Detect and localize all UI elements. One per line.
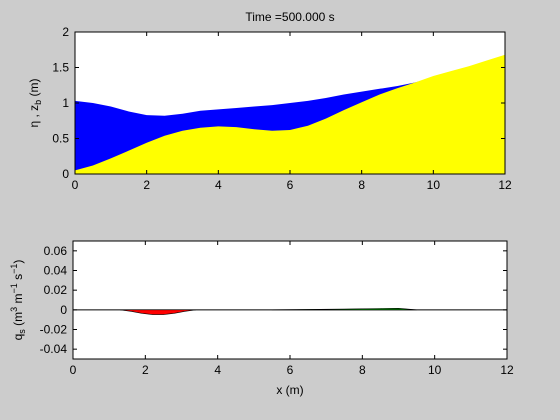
chart-title: Time =500.000 s: [245, 10, 334, 24]
bot-xtick-label: 0: [70, 363, 77, 377]
top-xtick-label: 2: [143, 178, 150, 192]
top-ytick-label: 0: [62, 167, 69, 181]
bot-xtick-label: 4: [214, 363, 221, 377]
bot-ytick-label: 0.02: [44, 283, 68, 297]
top-y-axis-label: η , zb (m): [27, 78, 43, 127]
top-xtick-label: 12: [498, 178, 512, 192]
bot-xtick-label: 10: [428, 363, 442, 377]
top-xtick-label: 8: [358, 178, 365, 192]
bot-ytick-label: -0.02: [40, 323, 68, 337]
top-series-1-area: [75, 54, 505, 175]
top-plot: 0 2 4 6 8 10 12 0 0.5 1 1.5 2 Time =500.000 s η , z…: [27, 10, 512, 192]
bottom-plot: 0 2 4 6 8 10 12 -0.04 -0.02 0 0.02 0.04 0.06 x (m) q…: [9, 240, 514, 397]
top-ytick-label: 0.5: [52, 132, 69, 146]
bot-xtick-label: 6: [287, 363, 294, 377]
bottom-ylabel-q: q: [11, 334, 25, 341]
bottom-ylabel-exp2: −1: [9, 283, 19, 293]
x-axis-label: x (m): [276, 383, 303, 397]
top-ylabel-unit: (m): [27, 78, 41, 99]
bot-xtick-label: 12: [500, 363, 514, 377]
bot-xtick-label: 2: [142, 363, 149, 377]
bot-ytick-label: 0.06: [44, 244, 68, 258]
bottom-ylabel-exp3: −1: [9, 264, 19, 274]
bottom-plot-areas: [119, 307, 417, 315]
top-ylabel-sub: b: [33, 100, 43, 105]
bottom-ylabel-close: ): [11, 260, 25, 264]
top-ytick-label: 1: [62, 96, 69, 110]
bottom-ylabel-s: s: [11, 274, 25, 283]
bottom-axis-ticks: 0 2 4 6 8 10 12 -0.04 -0.02 0 0.02 0.04 0.06: [40, 241, 514, 377]
bot-ytick-label: -0.04: [40, 342, 68, 356]
top-ylabel-main: η , z: [27, 105, 41, 128]
bot-ytick-label: 0.04: [44, 264, 68, 278]
top-xtick-label: 6: [287, 178, 294, 192]
bottom-ylabel-exp1: 3: [9, 307, 19, 312]
bottom-axes-background: [73, 241, 507, 359]
top-axis-ticks: 0 2 4 6 8 10 12 0 0.5 1 1.5 2: [52, 25, 512, 192]
top-plot-areas: [75, 54, 505, 175]
bottom-ylabel-open: (m: [11, 312, 25, 329]
top-ytick-label: 2: [62, 25, 69, 39]
bot-xtick-label: 8: [359, 363, 366, 377]
bottom-ylabel-m: m: [11, 294, 25, 307]
top-xtick-label: 0: [72, 178, 79, 192]
bot-series-1-area: [271, 307, 417, 311]
bot-series-0-area: [119, 309, 197, 315]
top-xtick-label: 10: [427, 178, 441, 192]
top-ytick-label: 1.5: [52, 61, 69, 75]
bottom-y-axis-label: qs (m3 m−1 s−1): [9, 260, 27, 341]
bottom-ylabel-qsub: s: [17, 329, 27, 334]
bot-ytick-label: 0: [60, 303, 67, 317]
top-xtick-label: 4: [215, 178, 222, 192]
